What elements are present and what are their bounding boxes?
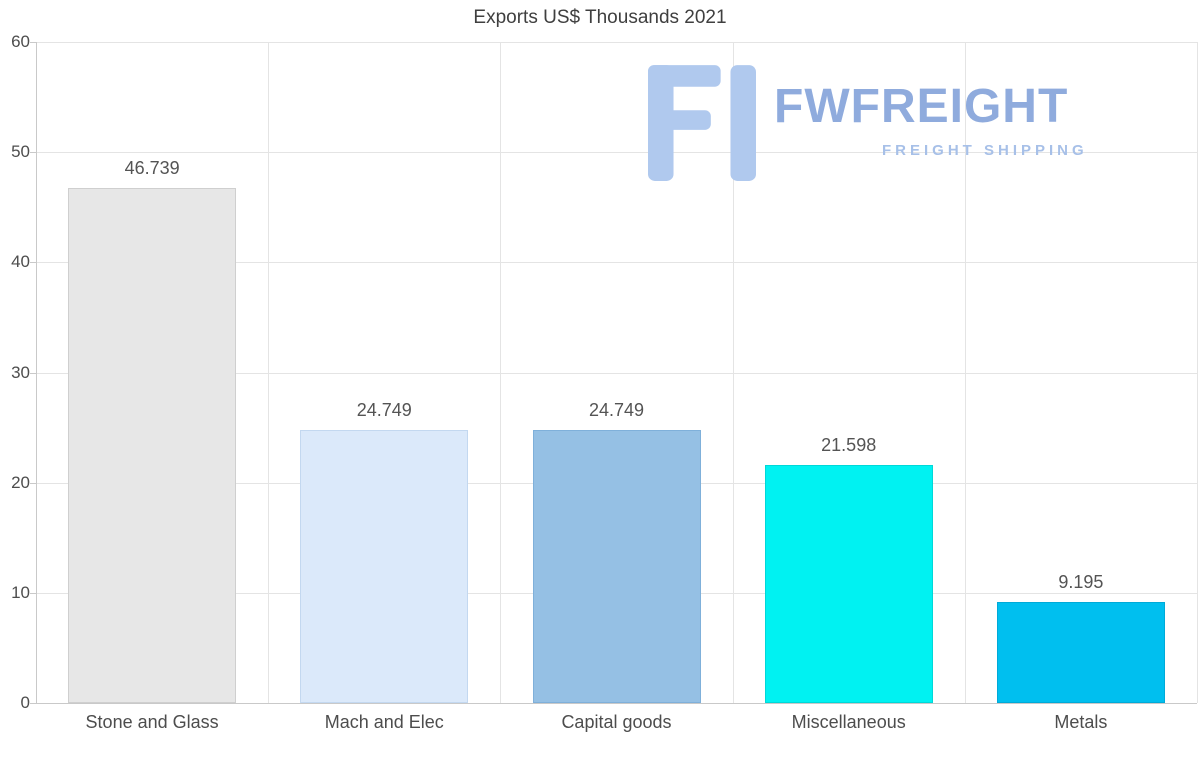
y-axis-label: 30	[11, 362, 30, 382]
bar-mach-and-elec	[300, 430, 469, 703]
y-axis-tick	[30, 372, 36, 374]
bar-metals	[996, 601, 1165, 703]
watermark-logo: FWFREIGHT FREIGHT SHIPPING	[648, 64, 1088, 184]
x-axis-label: Capital goods	[561, 712, 672, 732]
gridline-vertical	[732, 42, 734, 703]
y-axis-tick	[30, 703, 36, 704]
bar-value-label: 21.598	[821, 435, 877, 456]
x-axis-label: Miscellaneous	[791, 712, 906, 732]
x-axis-label: Mach and Elec	[324, 712, 444, 732]
watermark-text-block: FWFREIGHT FREIGHT SHIPPING	[774, 64, 1088, 159]
y-axis-label: 50	[11, 142, 30, 162]
bar-value-label: 46.739	[124, 158, 180, 179]
gridline-vertical	[964, 42, 966, 703]
y-axis-label: 20	[11, 472, 30, 492]
y-axis-tick	[30, 152, 36, 154]
bar-miscellaneous	[764, 465, 933, 703]
gridline-horizontal	[36, 262, 1197, 264]
gridline-vertical	[500, 42, 502, 703]
bar-capital-goods	[532, 430, 701, 703]
gridline-vertical	[268, 42, 270, 703]
x-axis-label: Stone and Glass	[85, 712, 219, 732]
bar-value-label: 9.195	[1058, 571, 1104, 592]
x-axis-line	[36, 703, 1197, 704]
y-axis-label: 10	[11, 582, 30, 602]
chart-title: Exports US$ Thousands 2021	[473, 7, 727, 28]
y-axis-tick	[30, 42, 36, 43]
y-axis-label: 40	[11, 252, 30, 272]
y-axis-tick	[30, 482, 36, 484]
y-axis-label: 60	[11, 32, 30, 51]
watermark-brand-name: FWFREIGHT	[774, 80, 1069, 133]
gridline-vertical	[1197, 42, 1198, 703]
gridline-horizontal	[36, 42, 1197, 43]
gridline-horizontal	[36, 372, 1197, 374]
y-axis-line	[36, 42, 37, 703]
gridline-horizontal	[36, 152, 1197, 154]
bar-value-label: 24.749	[588, 400, 645, 421]
bar-value-label: 24.749	[356, 400, 412, 421]
y-axis-tick	[30, 262, 36, 264]
watermark-tagline: FREIGHT SHIPPING	[882, 142, 1088, 160]
y-axis-tick	[30, 592, 36, 594]
x-axis-label: Metals	[1054, 712, 1108, 732]
y-axis-label: 0	[20, 693, 30, 712]
bar-stone-and-glass	[68, 188, 237, 703]
fw-bracket-logo-icon	[648, 65, 756, 181]
